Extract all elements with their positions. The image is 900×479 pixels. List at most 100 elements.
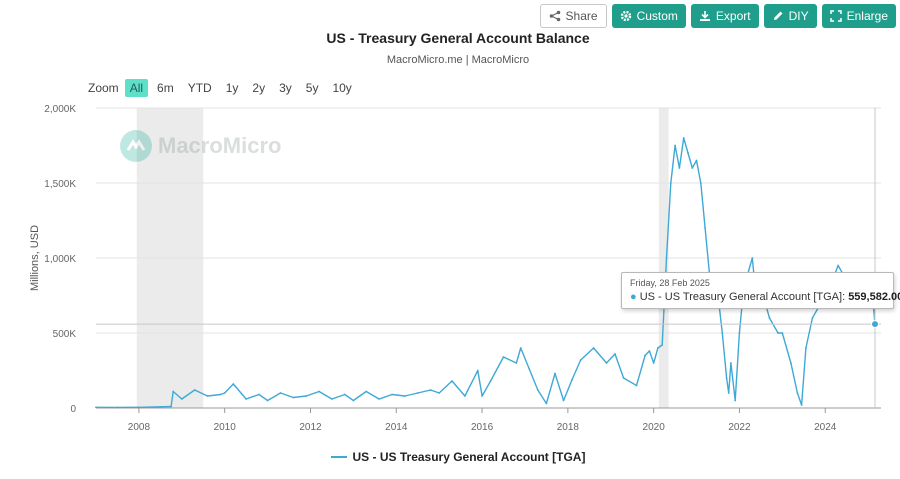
macromicro-logo-icon bbox=[120, 130, 152, 162]
data-point bbox=[554, 372, 556, 375]
data-point bbox=[305, 395, 308, 397]
x-tick-label: 2024 bbox=[814, 422, 837, 433]
data-point bbox=[562, 399, 565, 402]
data-point bbox=[768, 317, 771, 319]
data-point bbox=[331, 398, 333, 400]
data-point bbox=[206, 395, 209, 397]
data-point bbox=[691, 167, 694, 169]
data-point bbox=[652, 362, 655, 364]
custom-button[interactable]: Custom bbox=[611, 4, 686, 28]
data-point bbox=[545, 402, 548, 405]
data-point bbox=[657, 347, 659, 349]
enlarge-button[interactable]: Enlarge bbox=[821, 4, 896, 28]
data-point bbox=[451, 380, 453, 382]
data-point bbox=[223, 392, 226, 394]
data-point bbox=[674, 144, 676, 147]
share-label: Share bbox=[565, 9, 598, 23]
download-icon bbox=[699, 11, 710, 21]
legend-line-icon bbox=[330, 456, 347, 458]
data-point bbox=[416, 392, 419, 394]
x-tick-label: 2020 bbox=[643, 422, 666, 433]
zoom-1y-button[interactable]: 1y bbox=[225, 81, 239, 95]
data-point bbox=[777, 332, 779, 334]
data-point bbox=[811, 317, 814, 319]
data-point bbox=[790, 362, 792, 364]
data-point bbox=[193, 389, 196, 391]
x-tick-label: 2014 bbox=[385, 422, 408, 433]
zoom-3y-button[interactable]: 3y bbox=[279, 81, 292, 95]
data-point bbox=[704, 227, 707, 229]
tooltip-date: Friday, 28 Feb 2025 bbox=[630, 278, 710, 288]
expand-icon bbox=[829, 10, 842, 22]
zoom-5y-button[interactable]: 5y bbox=[305, 81, 319, 95]
data-point bbox=[365, 390, 368, 393]
diy-label: DIY bbox=[788, 9, 809, 23]
chart-subtitle: MacroMicro.me | MacroMicro bbox=[386, 54, 530, 66]
share-icon bbox=[549, 10, 560, 22]
data-point bbox=[605, 362, 608, 364]
data-point bbox=[734, 399, 737, 402]
data-point bbox=[796, 392, 799, 394]
tooltip-series: US - US Treasury General Account [TGA]: bbox=[639, 291, 849, 303]
data-point bbox=[318, 390, 320, 393]
data-point bbox=[614, 353, 616, 355]
data-point bbox=[661, 344, 664, 346]
zoom-2y-button[interactable]: 2y bbox=[252, 81, 266, 95]
data-point bbox=[579, 359, 582, 361]
zoom-label: Zoom bbox=[88, 81, 119, 95]
pencil-icon bbox=[773, 11, 783, 20]
data-point bbox=[403, 395, 406, 397]
chart-title: US - Treasury General Account Balance bbox=[326, 30, 590, 46]
zoom-6m-button[interactable]: 6m bbox=[157, 81, 174, 95]
x-tick-label: 2018 bbox=[557, 422, 580, 433]
data-point bbox=[245, 398, 248, 400]
x-tick-label: 2010 bbox=[214, 422, 237, 433]
data-point bbox=[738, 332, 741, 334]
toolbar: Share Custom Export DIY Enlarge bbox=[539, 4, 896, 28]
zoom-10y-button[interactable]: 10y bbox=[332, 81, 352, 95]
data-point bbox=[528, 368, 531, 370]
data-point bbox=[721, 332, 724, 334]
grid-lines bbox=[96, 107, 881, 334]
enlarge-label: Enlarge bbox=[846, 9, 888, 23]
data-point bbox=[137, 406, 140, 409]
zoom-selector: Zoom All 6m YTD 1y 2y 3y 5y 10y bbox=[88, 79, 361, 97]
y-tick-label: 1,000K bbox=[44, 254, 76, 265]
gear-icon bbox=[620, 10, 631, 22]
zoom-ytd-button[interactable]: YTD bbox=[187, 81, 212, 95]
data-point bbox=[170, 405, 172, 408]
x-tick-label: 2012 bbox=[299, 422, 322, 433]
data-point bbox=[725, 377, 728, 379]
zoom-all-button[interactable]: All bbox=[124, 79, 149, 97]
data-point bbox=[266, 399, 269, 402]
custom-label: Custom bbox=[636, 9, 678, 23]
data-point bbox=[352, 399, 355, 402]
legend-label: US - US Treasury General Account [TGA] bbox=[352, 450, 586, 464]
data-point bbox=[481, 395, 483, 397]
legend-item[interactable]: US - US Treasury General Account [TGA] bbox=[0, 450, 900, 464]
data-point bbox=[635, 384, 638, 387]
share-button[interactable]: Share bbox=[539, 4, 607, 28]
data-point bbox=[729, 362, 732, 364]
tooltip: Friday, 28 Feb 2025 ● US - US Treasury G… bbox=[621, 272, 900, 309]
data-point bbox=[515, 362, 518, 364]
data-point bbox=[536, 389, 539, 391]
data-point bbox=[695, 159, 698, 162]
data-point bbox=[95, 406, 97, 409]
export-button[interactable]: Export bbox=[690, 4, 759, 28]
data-point bbox=[644, 354, 646, 357]
data-point bbox=[279, 392, 282, 394]
data-point bbox=[502, 356, 505, 358]
tooltip-row: ● US - US Treasury General Account [TGA]… bbox=[630, 291, 900, 303]
data-point bbox=[622, 377, 625, 379]
x-tick-label: 2008 bbox=[128, 422, 151, 433]
diy-button[interactable]: DIY bbox=[763, 4, 817, 28]
y-axis-label: Millions, USD bbox=[29, 225, 41, 291]
tooltip-dot-icon: ● bbox=[630, 291, 637, 303]
data-point bbox=[571, 378, 574, 381]
data-point bbox=[665, 257, 668, 259]
data-point bbox=[727, 392, 730, 394]
data-point bbox=[378, 398, 381, 400]
data-point bbox=[678, 167, 681, 169]
